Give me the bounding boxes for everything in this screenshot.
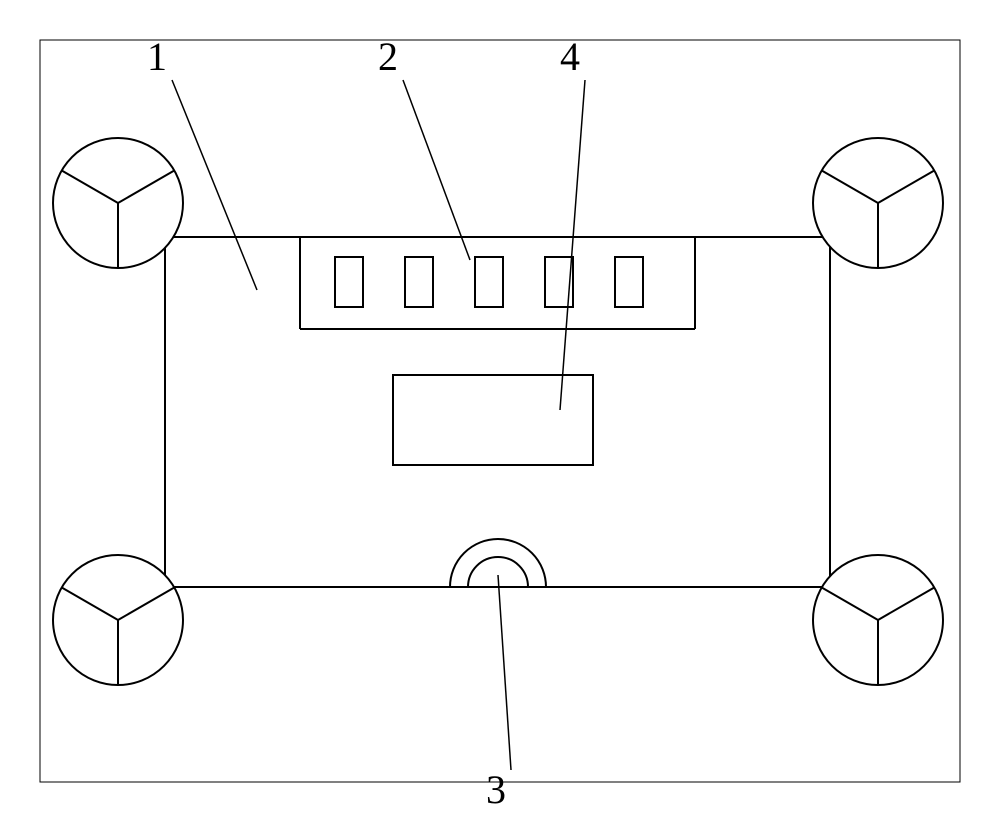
label-4: 4 [560,34,580,79]
rotor-4 [813,555,943,685]
rotor-3 [53,555,183,685]
rotor-1 [53,138,183,268]
label-1: 1 [147,34,167,79]
label-2: 2 [378,34,398,79]
label-3: 3 [486,767,506,812]
rotor-2 [813,138,943,268]
